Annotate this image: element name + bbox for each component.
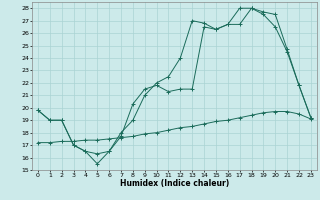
X-axis label: Humidex (Indice chaleur): Humidex (Indice chaleur) xyxy=(120,179,229,188)
